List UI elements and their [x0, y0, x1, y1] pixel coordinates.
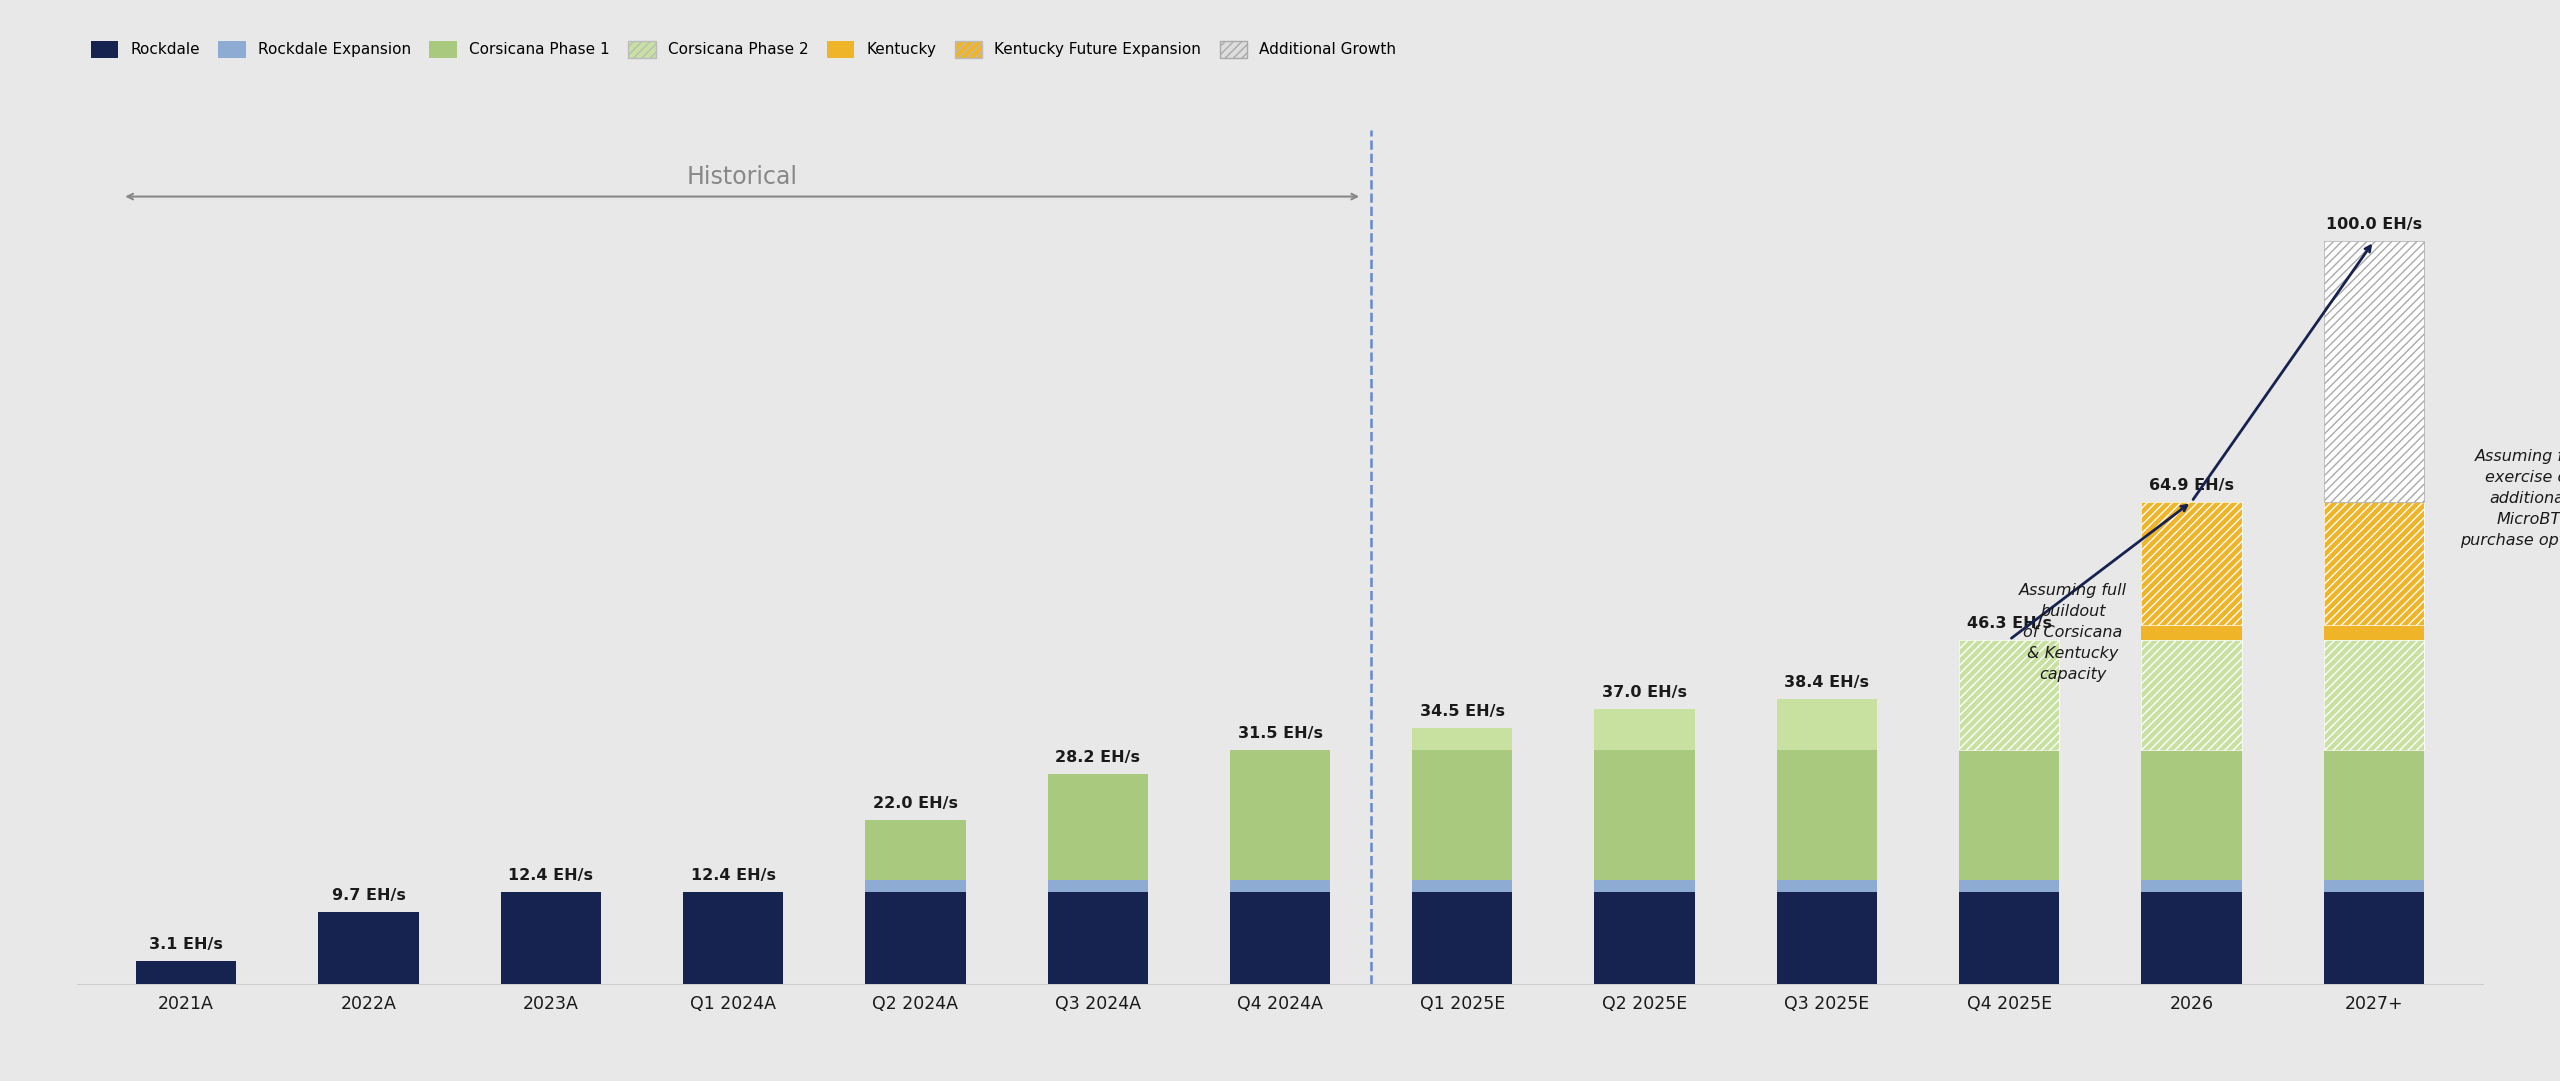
Text: 9.7 EH/s: 9.7 EH/s [333, 888, 404, 903]
Bar [1595, 881, 1695, 892]
Text: 31.5 EH/s: 31.5 EH/s [1236, 725, 1324, 740]
Text: Assuming full
buildout
of Corsicana
& Kentucky
capacity: Assuming full buildout of Corsicana & Ke… [2020, 583, 2127, 682]
Bar [1413, 750, 1513, 881]
Bar [1047, 892, 1147, 984]
Text: 34.5 EH/s: 34.5 EH/s [1421, 704, 1505, 719]
Text: 28.2 EH/s: 28.2 EH/s [1055, 750, 1139, 765]
Text: 46.3 EH/s: 46.3 EH/s [1966, 616, 2051, 631]
Bar [2324, 640, 2424, 750]
Bar [1958, 750, 2058, 881]
Bar [1595, 892, 1695, 984]
Bar [2324, 241, 2424, 502]
Text: 12.4 EH/s: 12.4 EH/s [509, 868, 594, 883]
Bar [2140, 502, 2243, 625]
Bar [684, 892, 783, 984]
Text: 12.4 EH/s: 12.4 EH/s [691, 868, 776, 883]
Bar [2324, 640, 2424, 750]
Bar [1958, 892, 2058, 984]
Bar [2140, 881, 2243, 892]
Bar [2140, 625, 2243, 640]
Bar [1229, 892, 1331, 984]
Bar [1958, 640, 2058, 750]
Legend: Rockdale, Rockdale Expansion, Corsicana Phase 1, Corsicana Phase 2, Kentucky, Ke: Rockdale, Rockdale Expansion, Corsicana … [84, 35, 1403, 64]
Text: 37.0 EH/s: 37.0 EH/s [1603, 685, 1687, 700]
Bar [2324, 241, 2424, 502]
Text: 22.0 EH/s: 22.0 EH/s [873, 797, 957, 812]
Bar [2140, 502, 2243, 625]
Text: 38.4 EH/s: 38.4 EH/s [1784, 675, 1869, 690]
Bar [2324, 750, 2424, 881]
Bar [1047, 881, 1147, 892]
Text: 64.9 EH/s: 64.9 EH/s [2148, 478, 2235, 493]
Bar [136, 961, 236, 984]
Bar [2324, 502, 2424, 625]
Bar [1595, 709, 1695, 750]
Bar [2140, 750, 2243, 881]
Bar [1413, 728, 1513, 750]
Text: 100.0 EH/s: 100.0 EH/s [2324, 217, 2422, 232]
Bar [2140, 640, 2243, 750]
Bar [1958, 640, 2058, 750]
Bar [2140, 640, 2243, 750]
Bar [2140, 892, 2243, 984]
Bar [1413, 881, 1513, 892]
Bar [1777, 698, 1876, 750]
Bar [865, 881, 965, 892]
Text: Assuming full
exercise of
additional
MicroBT
purchase options: Assuming full exercise of additional Mic… [2460, 449, 2560, 548]
Bar [1047, 774, 1147, 881]
Bar [865, 892, 965, 984]
Bar [1777, 881, 1876, 892]
Bar [1229, 750, 1331, 881]
Bar [502, 892, 602, 984]
Bar [2324, 881, 2424, 892]
Bar [2324, 625, 2424, 640]
Bar [317, 911, 420, 984]
Bar [1413, 892, 1513, 984]
Bar [2324, 502, 2424, 625]
Bar [2324, 892, 2424, 984]
Bar [865, 820, 965, 881]
Text: 3.1 EH/s: 3.1 EH/s [148, 937, 223, 951]
Bar [1958, 881, 2058, 892]
Bar [1229, 881, 1331, 892]
Bar [1595, 750, 1695, 881]
Text: Historical: Historical [686, 165, 799, 189]
Bar [1777, 750, 1876, 881]
Bar [1777, 892, 1876, 984]
